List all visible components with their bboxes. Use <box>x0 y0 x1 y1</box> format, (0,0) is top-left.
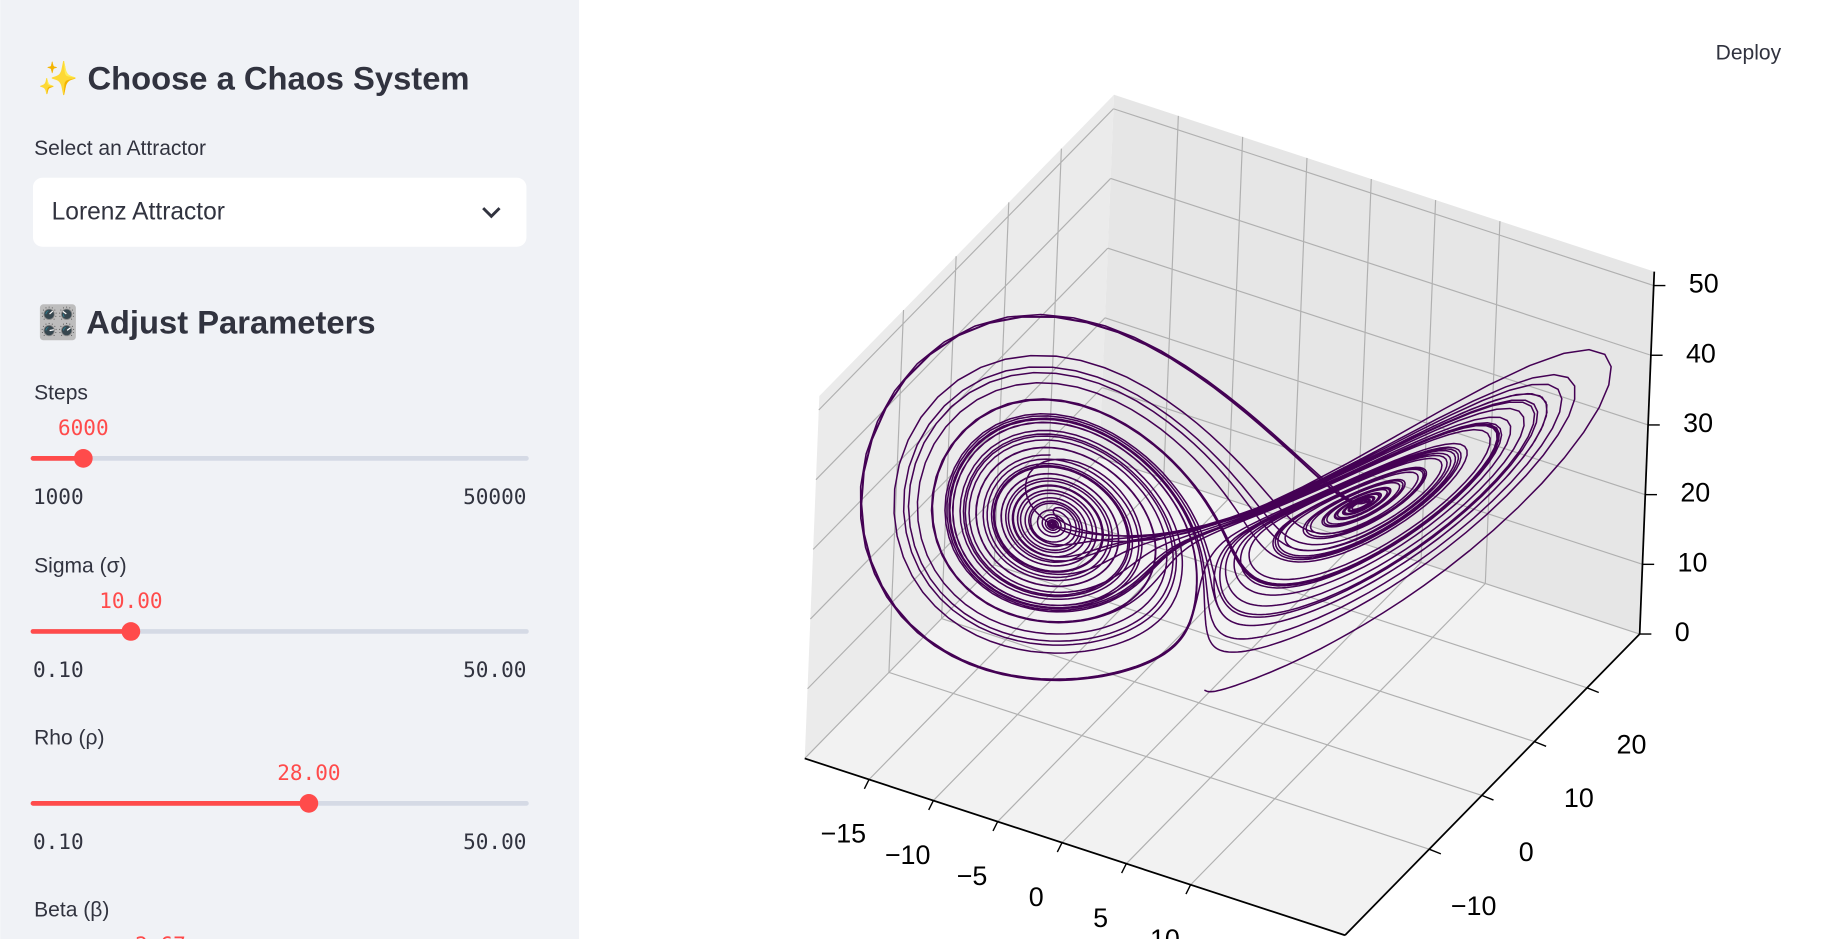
select-value: Lorenz Attractor <box>52 198 225 225</box>
sidebar-heading: ✨ Choose a Chaos System <box>38 59 470 96</box>
slider-thumb[interactable] <box>299 793 319 813</box>
params-heading: 🎛️ Adjust Parameters <box>38 304 376 342</box>
slider-label: Rho (ρ) <box>34 727 104 750</box>
y-tick-label: 10 <box>1564 783 1594 813</box>
z-tick-label: 10 <box>1678 547 1708 577</box>
x-tick-label: 0 <box>1029 882 1044 912</box>
slider-thumb[interactable] <box>73 449 93 468</box>
x-tick-label: 10 <box>1150 924 1180 939</box>
grid-line <box>1125 562 1422 865</box>
grid-line <box>1110 177 1652 356</box>
slider-min: 0.10 <box>33 829 84 854</box>
chevron-icon <box>482 207 501 219</box>
attractor-select[interactable] <box>32 177 527 247</box>
plot: −15 −10 −5 0 5 10 −10 0 10 20 0 10 20 30 40 50 <box>804 94 1719 939</box>
grid-line <box>993 564 1535 743</box>
menu-button[interactable]: ⋮ <box>1827 41 1834 64</box>
grid-line <box>1113 108 1654 287</box>
trajectory <box>859 313 1612 693</box>
slider-label: Sigma (σ) <box>34 555 126 578</box>
x-tick-label: 5 <box>1093 903 1108 933</box>
floor-pane <box>804 457 1640 936</box>
x-axis-line <box>804 757 1346 937</box>
grid-line <box>1163 115 1179 479</box>
grid-line <box>1107 247 1649 426</box>
grid-line <box>941 618 1482 796</box>
z-tick-label: 0 <box>1675 617 1690 647</box>
tick-mark <box>1586 687 1600 694</box>
x-tick-label: −15 <box>821 819 867 849</box>
left-pane <box>804 94 1115 759</box>
z-tick-label: 40 <box>1686 338 1716 368</box>
y-tick-label: −10 <box>1451 891 1497 921</box>
slider-value: 6000 <box>58 415 109 440</box>
grid-line <box>932 498 1229 801</box>
slider-min: 0.10 <box>33 657 84 682</box>
grid-line <box>815 178 1112 481</box>
grid-line <box>1099 456 1640 635</box>
slider-value: 2.67 <box>135 932 186 939</box>
slider-thumb[interactable] <box>121 622 141 641</box>
y-axis-line <box>1344 633 1641 936</box>
x-tick-label: −5 <box>957 861 988 891</box>
slider-label: Beta (β) <box>34 898 109 921</box>
tick-mark <box>1185 884 1192 895</box>
grid-line <box>888 309 905 673</box>
grid-line <box>1104 317 1646 496</box>
grid-line <box>818 108 1114 411</box>
tick-mark <box>1481 794 1494 801</box>
grid-line <box>1227 136 1244 500</box>
slider-value: 10.00 <box>99 588 162 613</box>
slider-min: 1000 <box>33 484 84 509</box>
grid-line <box>1190 583 1486 886</box>
grid-line <box>1291 157 1308 521</box>
slider-value: 28.00 <box>277 760 340 785</box>
tick-mark <box>1428 848 1442 855</box>
sidebar <box>0 0 580 939</box>
x-tick-label: −10 <box>885 840 931 870</box>
slider-max: 50000 <box>463 484 526 509</box>
slider-max: 50.00 <box>463 829 526 854</box>
tick-mark <box>992 821 999 832</box>
slider-max: 50.00 <box>463 657 526 682</box>
deploy-button[interactable]: Deploy <box>1716 41 1782 64</box>
tick-mark <box>1121 863 1127 874</box>
tick-mark <box>863 779 870 790</box>
z-tick-label: 50 <box>1689 269 1719 299</box>
z-tick-label: 20 <box>1680 478 1710 508</box>
z-tick-label: 30 <box>1683 408 1713 438</box>
slider-label: Steps <box>34 382 88 405</box>
grid-line <box>1484 221 1501 584</box>
tick-mark <box>1534 740 1547 747</box>
tick-mark <box>928 800 934 811</box>
select-label: Select an Attractor <box>34 137 206 160</box>
grid-line <box>804 456 1100 759</box>
grid-line <box>888 671 1430 850</box>
z-axis-line <box>1638 271 1656 635</box>
back-pane <box>1099 94 1655 635</box>
y-tick-label: 0 <box>1519 837 1534 867</box>
y-tick-label: 20 <box>1617 729 1647 759</box>
tick-mark <box>1056 842 1063 853</box>
grid-line <box>1046 148 1062 512</box>
